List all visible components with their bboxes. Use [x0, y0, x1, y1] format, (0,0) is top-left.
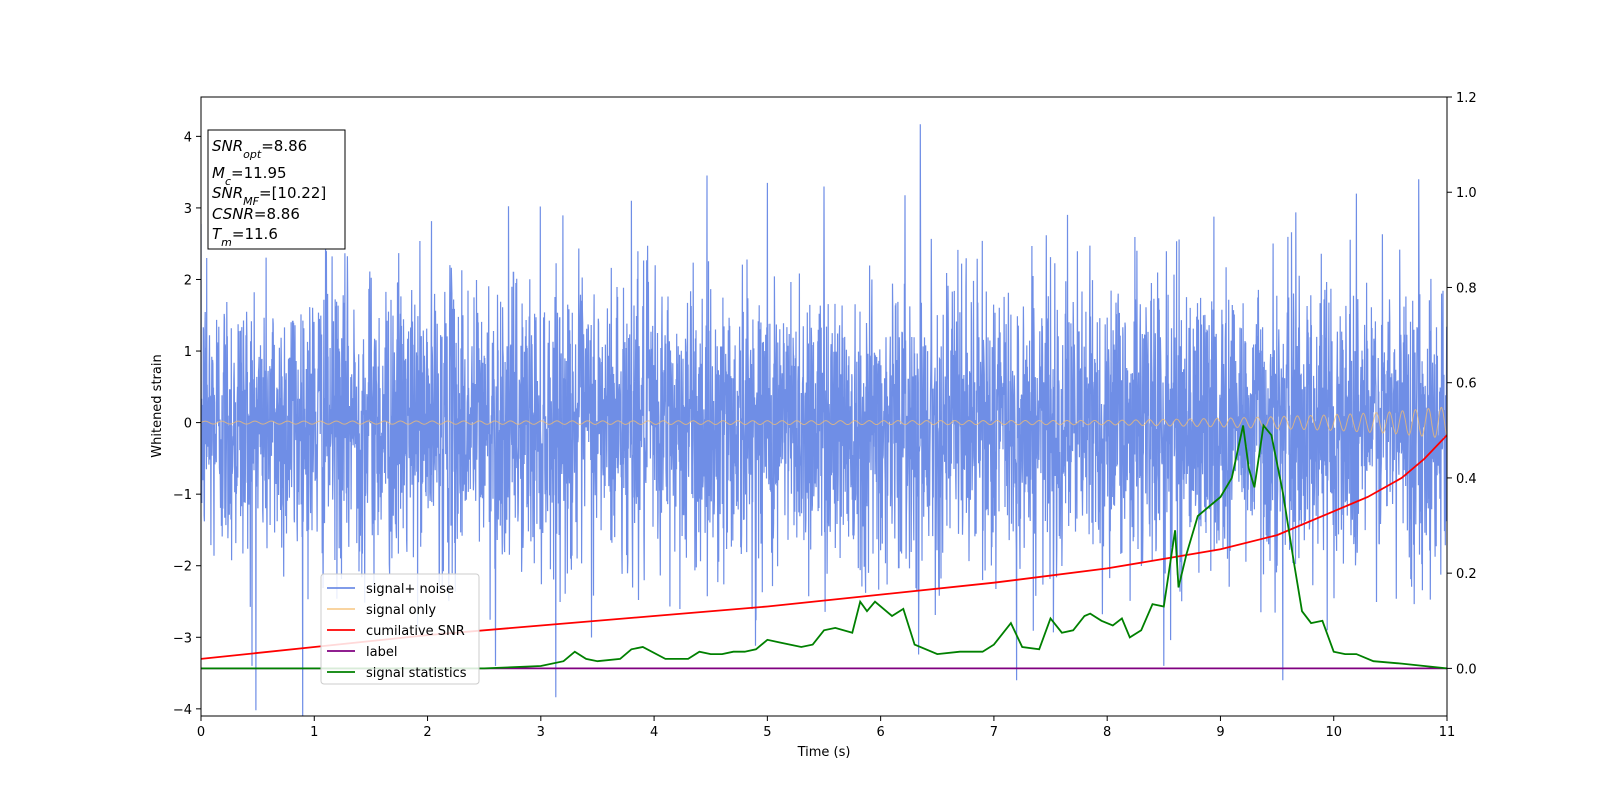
signal-statistics-series-line: [201, 423, 1447, 670]
annotation-tm: Tm=11.6: [212, 225, 278, 249]
signal-only-series-line: [201, 406, 1447, 438]
y-tick-label: −1: [173, 488, 192, 503]
y2-tick-label: 0.2: [1456, 567, 1477, 582]
plot-frame: [200, 96, 1448, 717]
legend-label: signal only: [366, 603, 436, 618]
annotation-mc: Mc=11.95: [212, 164, 287, 188]
y2-tick-label: 0.4: [1456, 472, 1477, 487]
y-tick-label: 3: [184, 202, 192, 217]
y2-tick-label: 0.8: [1456, 281, 1477, 296]
y-axis-label: Whitened strain: [150, 354, 165, 457]
y-tick-label: 2: [184, 273, 192, 288]
x-tick-label: 2: [423, 725, 431, 740]
x-tick-label: 10: [1325, 725, 1342, 740]
y2-tick-label: 1.0: [1456, 186, 1477, 201]
x-tick-label: 8: [1103, 725, 1111, 740]
y-tick-label: −2: [173, 560, 192, 575]
x-tick-label: 0: [197, 725, 205, 740]
legend-label: signal+ noise: [366, 582, 454, 597]
x-tick-label: 5: [763, 725, 771, 740]
annotation-snr-mf: SNRMF=[10.22]: [212, 184, 326, 208]
y-tick-label: −3: [173, 631, 192, 646]
cumulative-snr-series-line: [201, 434, 1447, 660]
legend-item-signal-only: signal only: [327, 603, 436, 618]
legend-item-cumulative-snr: cumilative SNR: [327, 624, 465, 639]
annotation-box: SNRopt=8.86 Mc=11.95 SNRMF=[10.22] CSNR=…: [207, 129, 346, 250]
x-axis: 0 1 2 3 4 5 6 7 8 9 10 11: [197, 716, 1455, 740]
x-tick-label: 4: [650, 725, 658, 740]
x-tick-label: 6: [876, 725, 884, 740]
x-axis-label: Time (s): [797, 745, 851, 760]
x-tick-label: 11: [1439, 725, 1456, 740]
legend-label: label: [366, 645, 397, 660]
y-axis-right: 0.0 0.2 0.4 0.6 0.8 1.0 1.2: [1447, 91, 1477, 677]
legend-item-label: label: [327, 645, 397, 660]
y2-tick-label: 1.2: [1456, 91, 1477, 106]
y-axis-left: −4 −3 −2 −1 0 1 2 3 4: [173, 130, 201, 718]
legend-label: signal statistics: [366, 666, 467, 681]
legend: signal+ noise signal only cumilative SNR la…: [320, 573, 480, 685]
y2-tick-label: 0.6: [1456, 377, 1477, 392]
x-tick-label: 7: [990, 725, 998, 740]
y-tick-label: 0: [184, 417, 192, 432]
legend-item-signal-noise: signal+ noise: [327, 582, 454, 597]
legend-item-signal-statistics: signal statistics: [327, 666, 467, 681]
y-tick-label: 1: [184, 345, 192, 360]
y2-tick-label: 0.0: [1456, 662, 1477, 677]
x-tick-label: 3: [537, 725, 545, 740]
x-tick-label: 9: [1216, 725, 1224, 740]
x-tick-label: 1: [310, 725, 318, 740]
annotation-snr-opt: SNRopt=8.86: [212, 137, 307, 161]
annotation-box-frame: [207, 129, 346, 250]
y-tick-label: −4: [173, 703, 192, 718]
legend-label: cumilative SNR: [366, 624, 465, 639]
y-tick-label: 4: [184, 130, 192, 145]
legend-frame: [320, 573, 480, 685]
annotation-csnr: CSNR=8.86: [212, 205, 300, 223]
